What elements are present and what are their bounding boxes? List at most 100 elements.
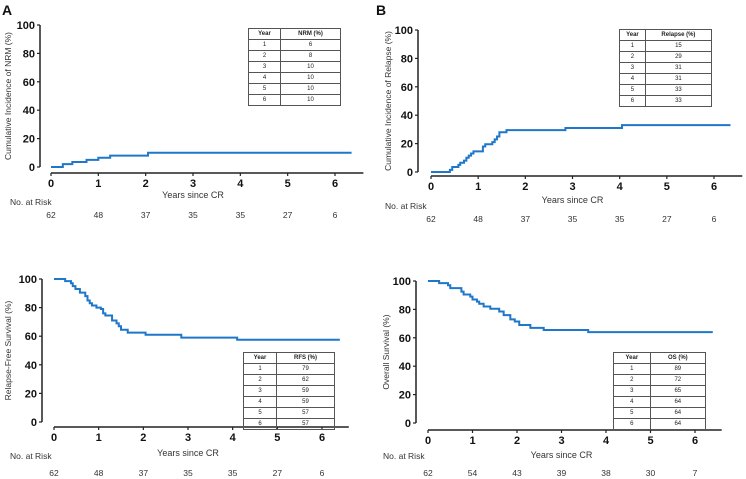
- x-tick-label: 1: [96, 432, 102, 444]
- y-tick-label: 80: [25, 303, 37, 315]
- table-header: Year: [242, 352, 278, 364]
- y-tick-label: 100: [395, 25, 413, 37]
- table-cell: 1: [242, 363, 278, 375]
- table-cell: 64: [649, 418, 707, 430]
- at-risk-count: 37: [141, 210, 151, 220]
- x-tick-label: 6: [711, 181, 717, 193]
- at-risk-count: 35: [568, 214, 578, 224]
- table-cell: 5: [619, 84, 646, 96]
- x-tick-label: 2: [140, 432, 146, 444]
- at-risk-count: 27: [273, 468, 283, 478]
- at-risk-count: 62: [49, 468, 59, 478]
- table-row: 4 31: [619, 73, 713, 85]
- at-risk-count: 7: [693, 468, 698, 478]
- x-tick-label: 0: [428, 181, 434, 193]
- x-axis-label: Years since CR: [542, 195, 604, 205]
- y-tick-label: 0: [405, 418, 411, 430]
- table-row: 6 64: [613, 418, 707, 430]
- at-risk-count: 27: [662, 214, 672, 224]
- table-cell: 10: [279, 94, 342, 106]
- table-row: 1 79: [242, 363, 335, 375]
- at-risk-count: 35: [615, 214, 625, 224]
- table-cell: 33: [644, 95, 713, 107]
- at-risk-count: 35: [236, 210, 246, 220]
- table-cell: 2: [619, 51, 646, 63]
- y-tick-label: 100: [19, 274, 37, 286]
- x-tick-label: 3: [190, 178, 196, 190]
- at-risk-count: 38: [601, 468, 611, 478]
- at-risk-count: 48: [94, 468, 104, 478]
- y-axis-label: Cumulative Incidence of Relapse (%): [383, 31, 393, 171]
- table-row: 5 64: [613, 407, 707, 419]
- table-header: NRM (%): [279, 28, 342, 40]
- table-header: Year: [613, 352, 651, 364]
- at-risk-count: 35: [228, 468, 238, 478]
- x-tick-label: 6: [332, 178, 338, 190]
- x-axis-label: Years since CR: [531, 450, 593, 460]
- at-risk-count: 54: [468, 468, 478, 478]
- y-tick-label: 80: [23, 48, 35, 60]
- table-cell: 72: [649, 374, 707, 386]
- x-tick-label: 4: [237, 178, 244, 190]
- table-header-row: Year RFS (%): [242, 352, 335, 364]
- x-tick-label: 5: [664, 181, 670, 193]
- at-risk-label: No. at Risk: [10, 451, 52, 461]
- table-cell: 31: [644, 73, 713, 85]
- table-cell: 10: [279, 83, 342, 95]
- table-cell: 64: [649, 407, 707, 419]
- summary-table: Year RFS (%) 1 79 2 62 3 59 4 59 5 57 6 57: [242, 352, 335, 430]
- at-risk-count: 62: [46, 210, 56, 220]
- table-cell: 1: [613, 363, 651, 375]
- at-risk-count: 30: [646, 468, 656, 478]
- table-cell: 6: [613, 418, 651, 430]
- y-tick-label: 20: [399, 390, 411, 402]
- y-tick-label: 100: [393, 276, 411, 288]
- y-tick-label: 0: [31, 417, 37, 429]
- at-risk-count: 48: [473, 214, 483, 224]
- table-header: OS (%): [649, 352, 707, 364]
- table-cell: 1: [619, 40, 646, 52]
- y-tick-label: 20: [23, 134, 35, 146]
- table-row: 6 10: [248, 94, 342, 106]
- table-cell: 64: [649, 396, 707, 408]
- table-row: 4 10: [248, 72, 342, 84]
- table-cell: 57: [276, 418, 335, 430]
- panel-label: A: [2, 2, 12, 18]
- x-tick-label: 5: [285, 178, 291, 190]
- y-tick-label: 60: [25, 331, 37, 343]
- table-cell: 31: [644, 62, 713, 74]
- x-tick-label: 6: [692, 435, 698, 447]
- survival-curve: [54, 278, 340, 341]
- table-cell: 59: [276, 396, 335, 408]
- y-tick-label: 40: [399, 361, 411, 373]
- y-tick-label: 40: [401, 110, 413, 122]
- y-axis-label: Overall Survival (%): [381, 314, 391, 389]
- table-cell: 8: [279, 50, 342, 62]
- table-cell: 4: [613, 396, 651, 408]
- at-risk-label: No. at Risk: [383, 451, 425, 461]
- table-row: 3 10: [248, 61, 342, 73]
- table-header-row: Year OS (%): [613, 352, 707, 364]
- x-tick-label: 2: [514, 435, 520, 447]
- x-tick-label: 4: [230, 432, 237, 444]
- y-tick-label: 80: [399, 304, 411, 316]
- table-cell: 4: [619, 73, 646, 85]
- x-tick-label: 3: [185, 432, 191, 444]
- y-tick-label: 40: [25, 360, 37, 372]
- table-cell: 6: [279, 39, 342, 51]
- table-cell: 33: [644, 84, 713, 96]
- x-tick-label: 1: [95, 178, 101, 190]
- table-cell: 4: [248, 72, 281, 84]
- table-header: Year: [248, 28, 281, 40]
- table-row: 3 59: [242, 385, 335, 397]
- y-axis-label: Relapse-Free Survival (%): [3, 300, 13, 400]
- at-risk-count: 48: [94, 210, 104, 220]
- survival-curve: [431, 124, 731, 173]
- table-header-row: Year NRM (%): [248, 28, 342, 40]
- y-tick-label: 80: [401, 53, 413, 65]
- table-cell: 62: [276, 374, 335, 386]
- table-header: Year: [619, 29, 646, 41]
- table-cell: 89: [649, 363, 707, 375]
- table-row: 4 64: [613, 396, 707, 408]
